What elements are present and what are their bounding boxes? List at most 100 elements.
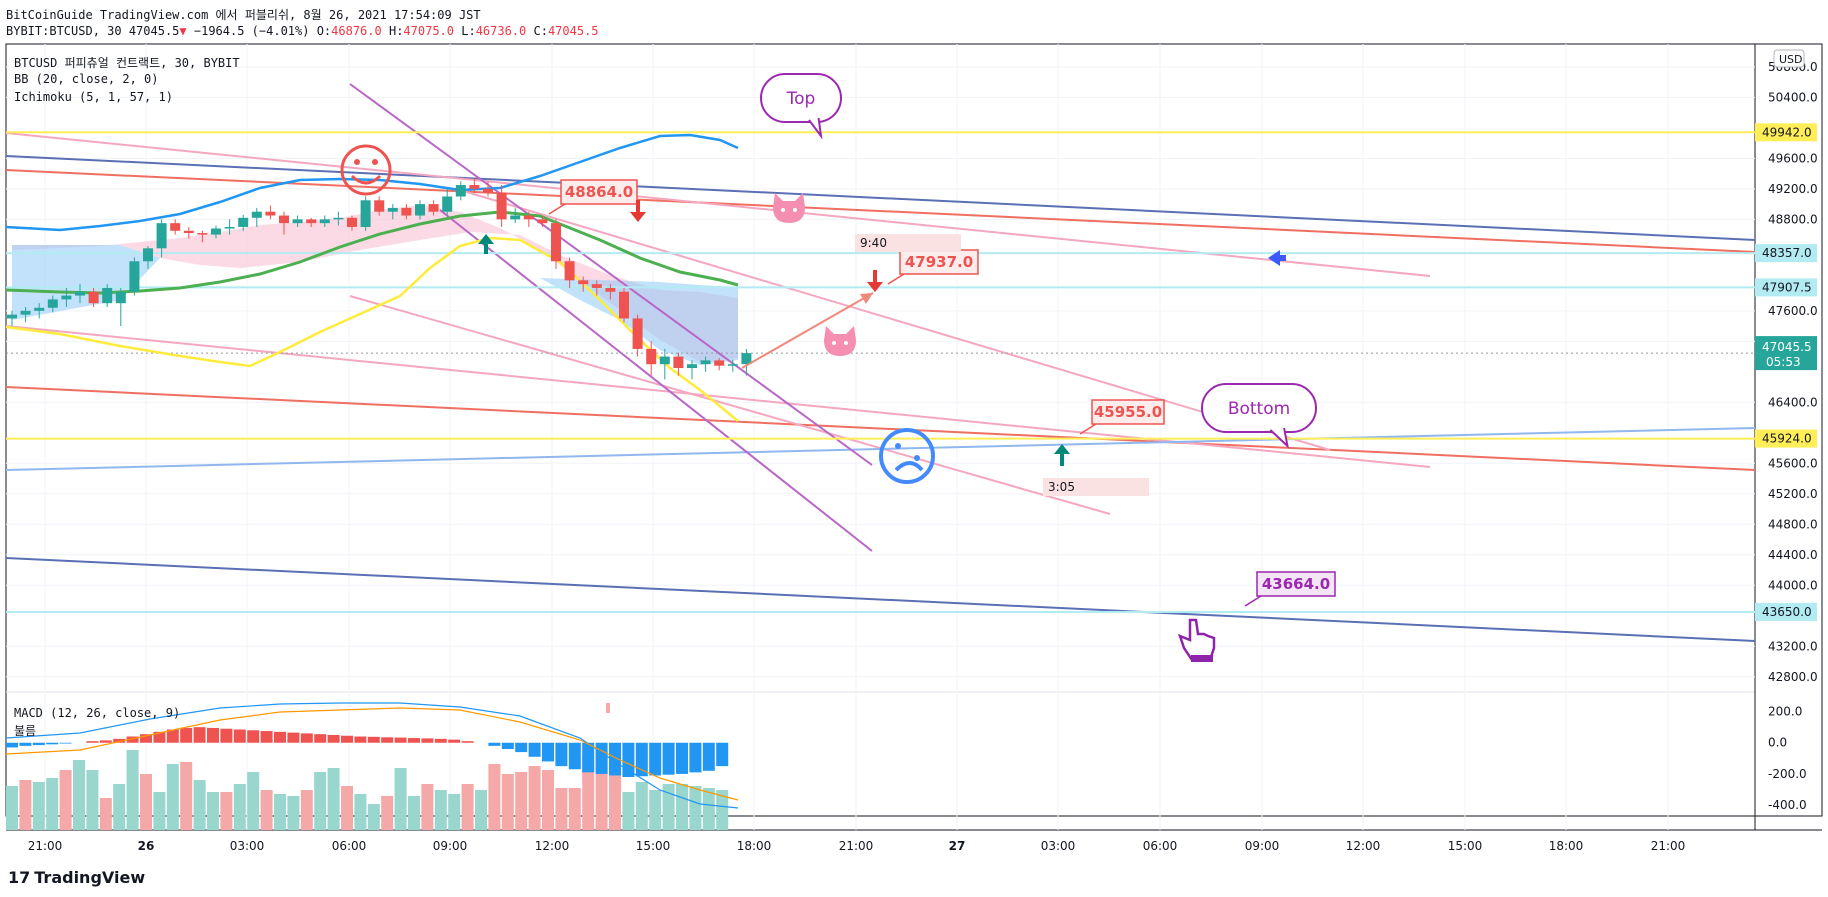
macd-hist-bar: [193, 727, 206, 743]
volume-bar: [702, 788, 715, 830]
volume-bar: [568, 788, 581, 830]
y-tick-label: 46400.0: [1768, 395, 1818, 409]
macd-hist-bar: [716, 742, 729, 767]
macd-hist-bar: [568, 742, 581, 770]
sad-eye: [895, 443, 901, 449]
open-value: 46876.0: [331, 24, 382, 38]
price-tag-48864-shape: [560, 179, 638, 205]
countdown-text: 05:53: [1766, 355, 1801, 369]
volume-bar: [247, 772, 260, 830]
volume-bar: [113, 784, 126, 830]
volume-bar: [260, 790, 273, 830]
legend-title[interactable]: BTCUSD 퍼피츄얼 컨트랙트, 30, BYBIT: [14, 56, 240, 70]
macd-hist-bar: [314, 734, 327, 743]
volume-bar: [408, 796, 420, 830]
candle-body: [197, 233, 208, 235]
volume-bar: [327, 768, 340, 830]
candle-body: [483, 188, 493, 193]
candle-body: [319, 219, 330, 224]
ichimoku-base: [5, 210, 739, 295]
macd-hist-bar: [247, 730, 260, 743]
macd-hist-bar: [461, 741, 474, 743]
candle-body: [183, 230, 194, 234]
callout-bottom-tail: [1269, 427, 1290, 449]
grid: [6, 44, 1755, 830]
macd-hist-bar: [113, 738, 126, 743]
candle-body: [619, 291, 629, 319]
volume-bar: [153, 792, 166, 830]
macd-hist-bar: [126, 736, 139, 743]
macd-hist-bar: [287, 732, 300, 743]
x-tick-label: 12:00: [1346, 839, 1381, 853]
volume-bar: [609, 770, 621, 830]
candle-body: [578, 280, 589, 285]
range-box-940: [855, 234, 961, 252]
low-label: L:: [461, 24, 476, 38]
tradingview-logo[interactable]: 17 TradingView: [8, 868, 145, 887]
volume-bar: [635, 782, 648, 830]
candle-body: [700, 360, 711, 365]
volume-bar: [649, 790, 662, 830]
macd-hist-bar: [260, 731, 273, 743]
y-tick-label: 47600.0: [1768, 304, 1818, 318]
price-tag-48864-pointer: [548, 203, 566, 215]
sad-outline: [879, 428, 935, 484]
range-label-305: 3:05: [1048, 480, 1075, 494]
macd-hist-bar: [582, 742, 595, 773]
macd-hist-bar: [153, 731, 166, 743]
cat-icon: [773, 193, 805, 223]
legend-bb[interactable]: BB (20, close, 2, 0): [14, 72, 159, 86]
ichimoku-cloud-red: [12, 205, 738, 362]
price-label-bg: [1755, 123, 1817, 142]
up-arrow-icon: [1054, 444, 1070, 466]
macd-tick-label: -200.0: [1768, 767, 1807, 781]
legend-ichimoku[interactable]: Ichimoku (5, 1, 57, 1): [14, 90, 173, 104]
candles: [7, 177, 752, 380]
cat-icon-head: [824, 326, 856, 356]
macd-hist-bar: [6, 742, 18, 748]
volume-bar: [622, 792, 635, 830]
time-axis: 21:00 26 03:00 06:00 09:00 12:00 15:00 18:00 21:…: [28, 839, 1686, 853]
candle-body: [387, 207, 398, 212]
x-tick-label: 12:00: [535, 839, 570, 853]
x-tick-label: 21:00: [1651, 839, 1686, 853]
macd-hist-bar: [367, 736, 380, 743]
candle-body: [714, 360, 725, 366]
smiley-face-icon: [340, 144, 392, 196]
macd-hist-bar: [434, 738, 447, 743]
candle-body: [401, 207, 412, 216]
candle-body: [88, 291, 99, 304]
price-label-text: 49942.0: [1762, 125, 1812, 139]
volume-bar: [46, 778, 59, 830]
macd-hist-bar: [676, 742, 688, 774]
candle-body: [333, 217, 344, 220]
price-tag-43664-pointer: [1244, 595, 1262, 607]
candle-body: [238, 217, 249, 227]
trend-pink-4: [459, 189, 1331, 451]
callout-bottom: Bottom: [1201, 383, 1317, 449]
price-tag-43664-shape: [1256, 571, 1336, 597]
candle-body: [143, 248, 153, 262]
projection-arrow-line: [741, 292, 874, 369]
callout-bottom-text: Bottom: [1228, 399, 1290, 419]
macd-hist-bar: [542, 742, 554, 762]
range-label-940: 9:40: [860, 236, 887, 250]
macd-hist-bar: [515, 742, 528, 753]
callout-top-text: Top: [786, 89, 816, 109]
y-tick-label: 43200.0: [1768, 639, 1818, 653]
candle-body: [75, 291, 85, 296]
x-tick-label: 15:00: [636, 839, 671, 853]
volume-bar: [233, 784, 246, 830]
legend-macd[interactable]: MACD (12, 26, close, 9): [14, 706, 181, 720]
y-tick-label: 48800.0: [1768, 212, 1818, 226]
x-tick-label: 03:00: [230, 839, 265, 853]
macd-hist-bar: [421, 738, 434, 743]
trend-purple-1: [349, 83, 873, 466]
x-tick-label: 06:00: [332, 839, 367, 853]
candle-body: [61, 295, 72, 300]
macd-hist-bar: [381, 737, 394, 743]
trend-dark-lower: [5, 557, 1756, 642]
publish-line: BitCoinGuide TradingView.com 에서 퍼블리쉬, 8월…: [6, 8, 481, 22]
